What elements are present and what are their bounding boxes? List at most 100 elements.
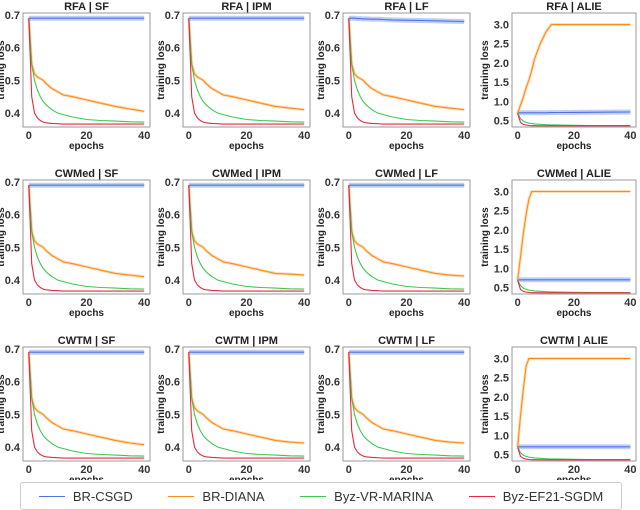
x-axis-label: epochs xyxy=(556,308,591,319)
y-axis-label: training loss xyxy=(480,374,491,434)
panel-title: RFA | IPM xyxy=(221,1,271,13)
x-axis-label: epochs xyxy=(229,475,264,480)
panel-rfa-lf: RFA | LF 0.4 0.5 0.6 0.7 0 20 40 epochs training … xyxy=(316,1,471,152)
legend-swatch xyxy=(468,495,495,497)
x-tick-label: 0 xyxy=(346,464,352,476)
axes-frame xyxy=(22,12,151,128)
series-line-BR-DIANA xyxy=(517,190,631,281)
x-tick-label: 20 xyxy=(568,464,580,476)
x-tick-label: 40 xyxy=(298,130,310,142)
series-line-Byz-VR-MARINA xyxy=(188,18,305,123)
series-line-BR-CSGD xyxy=(348,17,465,23)
y-axis-label: training loss xyxy=(156,40,167,100)
panel-title: RFA | ALIE xyxy=(546,1,601,13)
series-line-BR-DIANA xyxy=(188,185,305,276)
x-tick-label: 0 xyxy=(26,464,32,476)
y-tick-label: 0.5 xyxy=(494,115,509,127)
series-line-Byz-VR-MARINA xyxy=(348,185,465,290)
series-line-Byz-VR-MARINA xyxy=(28,352,145,457)
x-tick-label: 0 xyxy=(186,130,192,142)
y-tick-label: 0.4 xyxy=(165,275,181,287)
x-tick-label: 20 xyxy=(568,297,580,309)
y-axis-label: training loss xyxy=(156,207,167,267)
y-tick-label: 0.4 xyxy=(165,442,181,454)
axes-frame xyxy=(511,12,637,128)
panel-title: CWMed | SF xyxy=(55,168,119,180)
axes-frame xyxy=(342,346,471,462)
legend-swatch xyxy=(168,495,195,497)
series-line-BR-DIANA xyxy=(28,352,145,446)
series-band-BR-DIANA xyxy=(347,185,465,278)
x-tick-label: 0 xyxy=(346,297,352,309)
y-tick-label: 0.6 xyxy=(5,43,20,55)
x-tick-label: 0 xyxy=(515,297,521,309)
legend-item-br-diana: BR-DIANA xyxy=(168,488,265,504)
y-tick-label: 0.5 xyxy=(325,75,340,87)
x-tick-label: 40 xyxy=(458,464,470,476)
series-band-BR-DIANA xyxy=(187,352,305,445)
y-tick-label: 1.0 xyxy=(494,96,509,108)
x-tick-label: 40 xyxy=(138,130,150,142)
series-line-Byz-EF21-SGDM xyxy=(188,352,305,459)
x-axis-label: epochs xyxy=(229,141,264,152)
panel-title: CWMed | IPM xyxy=(212,168,281,180)
y-axis-label: training loss xyxy=(316,207,327,267)
x-tick-label: 40 xyxy=(138,464,150,476)
x-axis-label: epochs xyxy=(229,308,264,319)
legend-label: Byz-EF21-SGDM xyxy=(502,488,604,504)
x-tick-label: 0 xyxy=(515,130,521,142)
y-tick-label: 0.4 xyxy=(5,108,21,120)
series-line-BR-DIANA xyxy=(517,357,631,448)
legend-label: BR-CSGD xyxy=(72,488,133,504)
x-tick-label: 0 xyxy=(26,297,32,309)
y-axis-label: training loss xyxy=(316,374,327,434)
y-tick-label: 0.6 xyxy=(325,43,340,55)
y-tick-label: 2.5 xyxy=(494,206,509,218)
series-line-Byz-VR-MARINA xyxy=(28,18,145,123)
series-line-Byz-EF21-SGDM xyxy=(28,352,145,459)
series-band-BR-DIANA xyxy=(187,185,305,277)
series-band-BR-DIANA xyxy=(516,190,631,281)
y-axis-label: training loss xyxy=(0,374,7,434)
x-tick-label: 40 xyxy=(624,464,636,476)
x-tick-label: 40 xyxy=(458,297,470,309)
y-tick-label: 0.4 xyxy=(5,275,21,287)
series-line-BR-DIANA xyxy=(348,352,465,444)
series-line-Byz-VR-MARINA xyxy=(188,352,305,457)
y-tick-label: 0.7 xyxy=(165,344,180,356)
y-tick-label: 0.7 xyxy=(325,177,340,189)
legend-label: Byz-VR-MARINA xyxy=(334,488,434,504)
y-tick-label: 0.4 xyxy=(325,108,341,120)
x-tick-label: 0 xyxy=(346,130,352,142)
legend-swatch xyxy=(300,495,327,497)
series-line-BR-DIANA xyxy=(188,18,305,111)
panel-cwtm-lf: CWTM | LF 0.4 0.5 0.6 0.7 0 20 40 epochs training… xyxy=(316,335,471,480)
y-tick-label: 0.5 xyxy=(325,409,340,421)
series-band-BR-DIANA xyxy=(347,352,465,445)
x-tick-label: 20 xyxy=(400,464,412,476)
legend-label: BR-DIANA xyxy=(202,488,265,504)
y-tick-label: 0.6 xyxy=(165,43,180,55)
series-line-Byz-VR-MARINA xyxy=(28,185,145,290)
x-axis-label: epochs xyxy=(69,308,104,319)
series-line-BR-DIANA xyxy=(28,18,145,112)
y-tick-label: 3.0 xyxy=(494,20,509,32)
x-axis-label: epochs xyxy=(389,308,424,319)
x-tick-label: 20 xyxy=(80,464,92,476)
y-axis-label: training loss xyxy=(480,40,491,100)
panel-title: CWTM | SF xyxy=(58,335,116,347)
x-tick-label: 40 xyxy=(624,297,636,309)
y-tick-label: 0.5 xyxy=(165,242,180,254)
y-tick-label: 0.7 xyxy=(5,344,20,356)
panel-cwmed-sf: CWMed | SF 0.4 0.5 0.6 0.7 0 20 40 epochs trainin… xyxy=(0,168,151,319)
series-line-Byz-VR-MARINA xyxy=(348,18,465,123)
x-axis-label: epochs xyxy=(69,141,104,152)
y-tick-label: 1.0 xyxy=(494,430,509,442)
x-tick-label: 20 xyxy=(240,464,252,476)
y-tick-label: 0.7 xyxy=(5,10,20,22)
x-tick-label: 20 xyxy=(80,130,92,142)
panel-title: CWMed | LF xyxy=(375,168,438,180)
series-line-Byz-EF21-SGDM xyxy=(28,18,145,125)
series-line-Byz-EF21-SGDM xyxy=(517,280,631,294)
series-line-BR-DIANA xyxy=(348,185,465,277)
